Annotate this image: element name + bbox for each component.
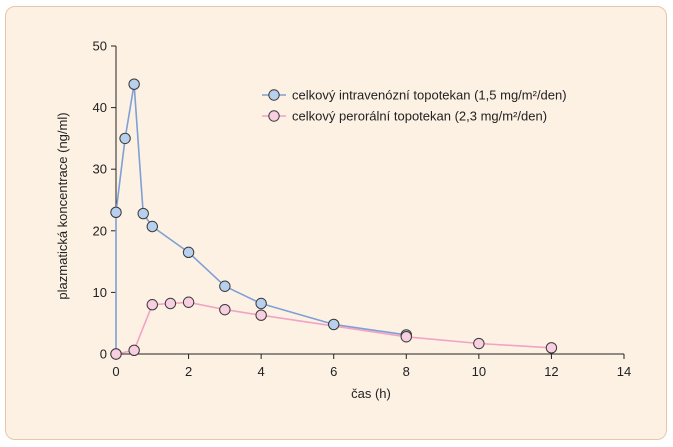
x-tick-label: 10 bbox=[472, 364, 486, 379]
x-tick-label: 4 bbox=[258, 364, 265, 379]
data-point bbox=[219, 280, 231, 292]
data-point bbox=[400, 331, 412, 343]
y-axis-title: plazmatická koncentrace (ng/ml) bbox=[55, 112, 70, 299]
data-point bbox=[164, 297, 177, 310]
data-point bbox=[128, 344, 140, 357]
data-point bbox=[473, 337, 485, 350]
data-point bbox=[182, 246, 195, 259]
legend-label: celkový perorální topotekan (2,3 mg/m²/d… bbox=[292, 109, 547, 124]
x-tick-label: 8 bbox=[403, 364, 410, 379]
data-point bbox=[137, 207, 149, 220]
y-tick-label: 40 bbox=[93, 100, 107, 115]
y-tick-label: 50 bbox=[93, 39, 107, 54]
data-point bbox=[146, 299, 158, 311]
data-point bbox=[545, 342, 558, 354]
legend-item-1: celkový intravenózní topotekan (1,5 mg/m… bbox=[262, 88, 567, 103]
series-2 bbox=[115, 301, 552, 355]
legend-label: celkový intravenózní topotekan (1,5 mg/m… bbox=[292, 88, 567, 103]
data-point bbox=[255, 309, 267, 321]
data-point bbox=[182, 296, 195, 308]
y-tick-label: 30 bbox=[93, 162, 107, 177]
series-2-points bbox=[110, 296, 558, 360]
y-tick-label: 0 bbox=[100, 347, 107, 362]
x-tick-label: 14 bbox=[617, 364, 631, 379]
data-point bbox=[146, 220, 158, 233]
legend-marker bbox=[268, 110, 280, 122]
data-point bbox=[219, 303, 231, 316]
data-point bbox=[119, 132, 131, 145]
legend-item-2: celkový perorální topotekan (2,3 mg/m²/d… bbox=[262, 109, 547, 124]
y-tick-label: 20 bbox=[93, 223, 107, 238]
x-tick-label: 12 bbox=[544, 364, 558, 379]
legend-marker bbox=[268, 89, 280, 101]
data-point bbox=[328, 318, 340, 331]
x-tick-label: 2 bbox=[185, 364, 192, 379]
data-point bbox=[110, 206, 122, 219]
x-tick-label: 6 bbox=[330, 364, 337, 379]
series-line bbox=[115, 301, 552, 355]
data-point bbox=[255, 297, 267, 310]
x-tick-label: 0 bbox=[112, 364, 119, 379]
x-axis-title: čas (h) bbox=[351, 386, 391, 401]
data-point bbox=[110, 348, 122, 360]
series-layer bbox=[110, 78, 558, 360]
y-tick-label: 10 bbox=[93, 285, 107, 300]
data-point bbox=[128, 78, 140, 90]
legend: celkový intravenózní topotekan (1,5 mg/m… bbox=[262, 88, 567, 124]
